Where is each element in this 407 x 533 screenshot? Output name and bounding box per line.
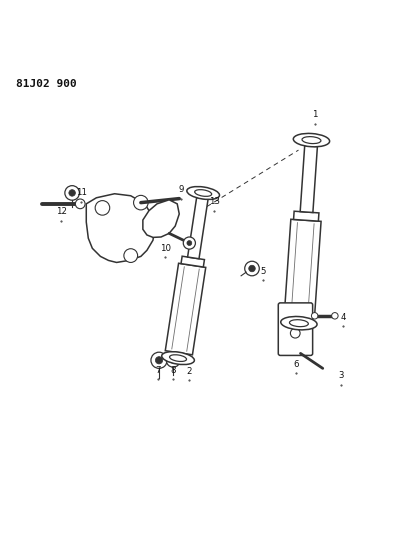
Text: 13: 13: [209, 197, 220, 206]
Polygon shape: [188, 198, 208, 259]
Text: 4: 4: [340, 312, 346, 321]
Text: 12: 12: [56, 207, 67, 216]
Circle shape: [245, 261, 259, 276]
Circle shape: [124, 249, 138, 262]
Ellipse shape: [281, 317, 317, 330]
Circle shape: [166, 353, 180, 367]
Circle shape: [187, 240, 192, 246]
Circle shape: [133, 196, 148, 210]
Text: 5: 5: [260, 267, 266, 276]
Text: 2: 2: [186, 367, 192, 376]
Ellipse shape: [289, 320, 309, 327]
Polygon shape: [86, 193, 155, 262]
Ellipse shape: [195, 190, 212, 196]
Circle shape: [69, 190, 75, 196]
Polygon shape: [181, 256, 204, 267]
Text: 11: 11: [76, 189, 87, 197]
FancyBboxPatch shape: [278, 303, 313, 356]
Text: 1: 1: [312, 110, 317, 119]
Ellipse shape: [293, 133, 330, 147]
Circle shape: [151, 352, 167, 368]
Polygon shape: [143, 200, 179, 237]
Text: 8: 8: [171, 366, 176, 375]
Polygon shape: [165, 263, 206, 355]
Text: 10: 10: [160, 244, 171, 253]
Circle shape: [155, 357, 163, 364]
Text: 6: 6: [294, 360, 299, 369]
Ellipse shape: [170, 355, 186, 361]
Polygon shape: [284, 219, 321, 318]
Text: 3: 3: [338, 371, 344, 380]
Circle shape: [75, 199, 85, 209]
Polygon shape: [300, 146, 317, 213]
Circle shape: [170, 357, 176, 364]
Circle shape: [291, 328, 300, 338]
Circle shape: [332, 312, 338, 319]
Polygon shape: [293, 211, 319, 221]
Ellipse shape: [302, 136, 321, 143]
Ellipse shape: [187, 187, 219, 199]
Circle shape: [95, 200, 110, 215]
Circle shape: [249, 265, 255, 272]
Circle shape: [183, 237, 195, 249]
Circle shape: [311, 312, 318, 319]
Text: 7: 7: [155, 366, 161, 375]
Ellipse shape: [162, 352, 195, 365]
Text: 81J02 900: 81J02 900: [15, 78, 76, 88]
Circle shape: [65, 185, 79, 200]
Text: 9: 9: [179, 185, 184, 194]
